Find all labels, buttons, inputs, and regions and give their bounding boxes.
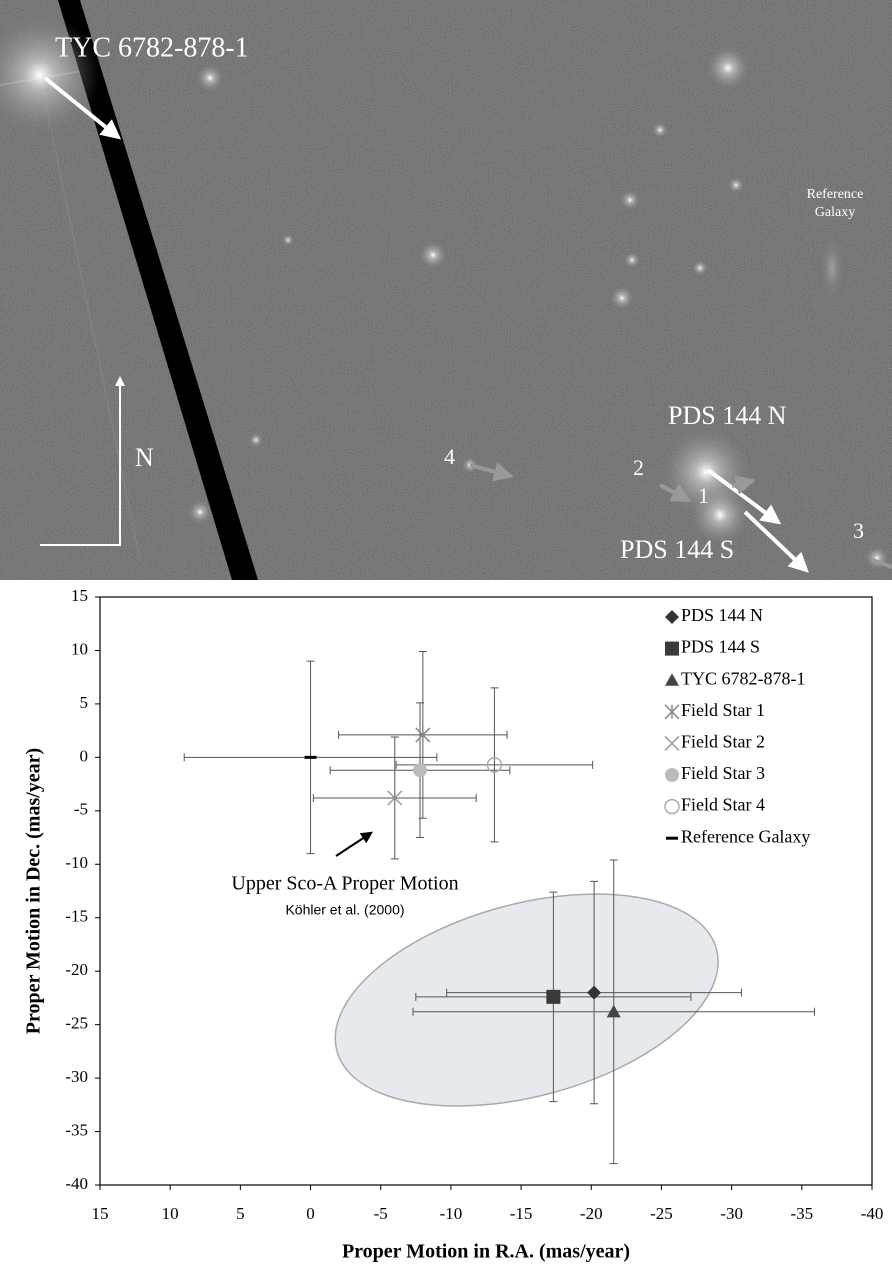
legend-marker [665,610,679,624]
x-tick-label: -10 [440,1204,463,1223]
annotation-arrow [336,833,371,856]
x-tick-label: -20 [580,1204,603,1223]
y-tick-label: -10 [65,853,88,872]
y-tick-label: -15 [65,907,88,926]
x-tick-label: -40 [861,1204,884,1223]
star [692,260,708,276]
star [706,46,750,90]
star-label: TYC 6782-878-1 [55,32,249,63]
x-tick-label: 5 [236,1204,245,1223]
star [282,234,294,246]
y-tick-label: -25 [65,1014,88,1033]
page: {"image": {"labels": {"star": "TYC 6782-… [0,0,892,1281]
point [546,990,560,1004]
star [624,252,640,268]
x-tick-label: -5 [374,1204,388,1223]
y-tick-label: -30 [65,1067,88,1086]
x-tick-label: -35 [790,1204,813,1223]
star-label: PDS 144 S [620,535,734,564]
star [188,500,212,524]
y-tick-label: 0 [80,746,89,765]
x-tick-label: -25 [650,1204,673,1223]
x-tick-label: 10 [162,1204,179,1223]
y-tick-label: 5 [80,693,89,712]
legend-label: Field Star 2 [681,732,765,752]
legend-marker [665,768,679,782]
galaxy [817,228,847,308]
region-source: Köhler et al. (2000) [285,902,404,918]
star-label: PDS 144 N [668,401,787,430]
sky-noise [0,0,892,580]
star [610,286,634,310]
field-label: 3 [853,518,864,543]
star [419,241,447,269]
y-tick-label: 15 [71,586,88,605]
star [196,64,224,92]
legend-label: Field Star 3 [681,763,765,783]
legend-label: TYC 6782-878-1 [681,668,806,688]
legend-label: PDS 144 S [681,637,760,657]
star [728,177,744,193]
field-label: 2 [633,455,644,480]
compass-label: N [135,443,154,472]
star [652,122,668,138]
galaxy-label: Reference [807,187,864,202]
legend-label: Reference Galaxy [681,826,810,846]
galaxy-label: Galaxy [815,205,855,220]
legend-marker [665,736,679,750]
star [249,433,263,447]
y-tick-label: -20 [65,960,88,979]
field-label: 4 [444,444,455,469]
legend-marker [665,800,679,814]
y-tick-label: 10 [71,639,88,658]
x-tick-label: -15 [510,1204,533,1223]
legend-marker [665,642,679,656]
x-tick-label: 0 [306,1204,315,1223]
y-tick-label: -35 [65,1120,88,1139]
sky-image: TYC 6782-878-1 Reference Galaxy PDS 144 … [0,0,892,580]
region-label: Upper Sco-A Proper Motion [231,873,458,895]
region-ellipse [312,856,741,1144]
y-tick-label: -40 [65,1174,88,1193]
legend-marker [665,673,679,686]
x-tick-label: -30 [720,1204,743,1223]
legend-marker [665,705,679,719]
field-label: 1 [698,483,709,508]
legend-label: Field Star 1 [681,700,765,720]
x-tick-label: 15 [92,1204,109,1223]
point [413,763,427,777]
y-tick-label: -5 [74,800,88,819]
legend-label: PDS 144 N [681,605,763,625]
star [620,190,640,210]
chart: Proper Motion in R.A. (mas/year) Proper … [23,586,884,1263]
figure: TYC 6782-878-1 Reference Galaxy PDS 144 … [0,0,892,1281]
legend-label: Field Star 4 [681,795,765,815]
y-axis-title: Proper Motion in Dec. (mas/year) [23,748,45,1034]
x-axis-title: Proper Motion in R.A. (mas/year) [342,1241,630,1263]
